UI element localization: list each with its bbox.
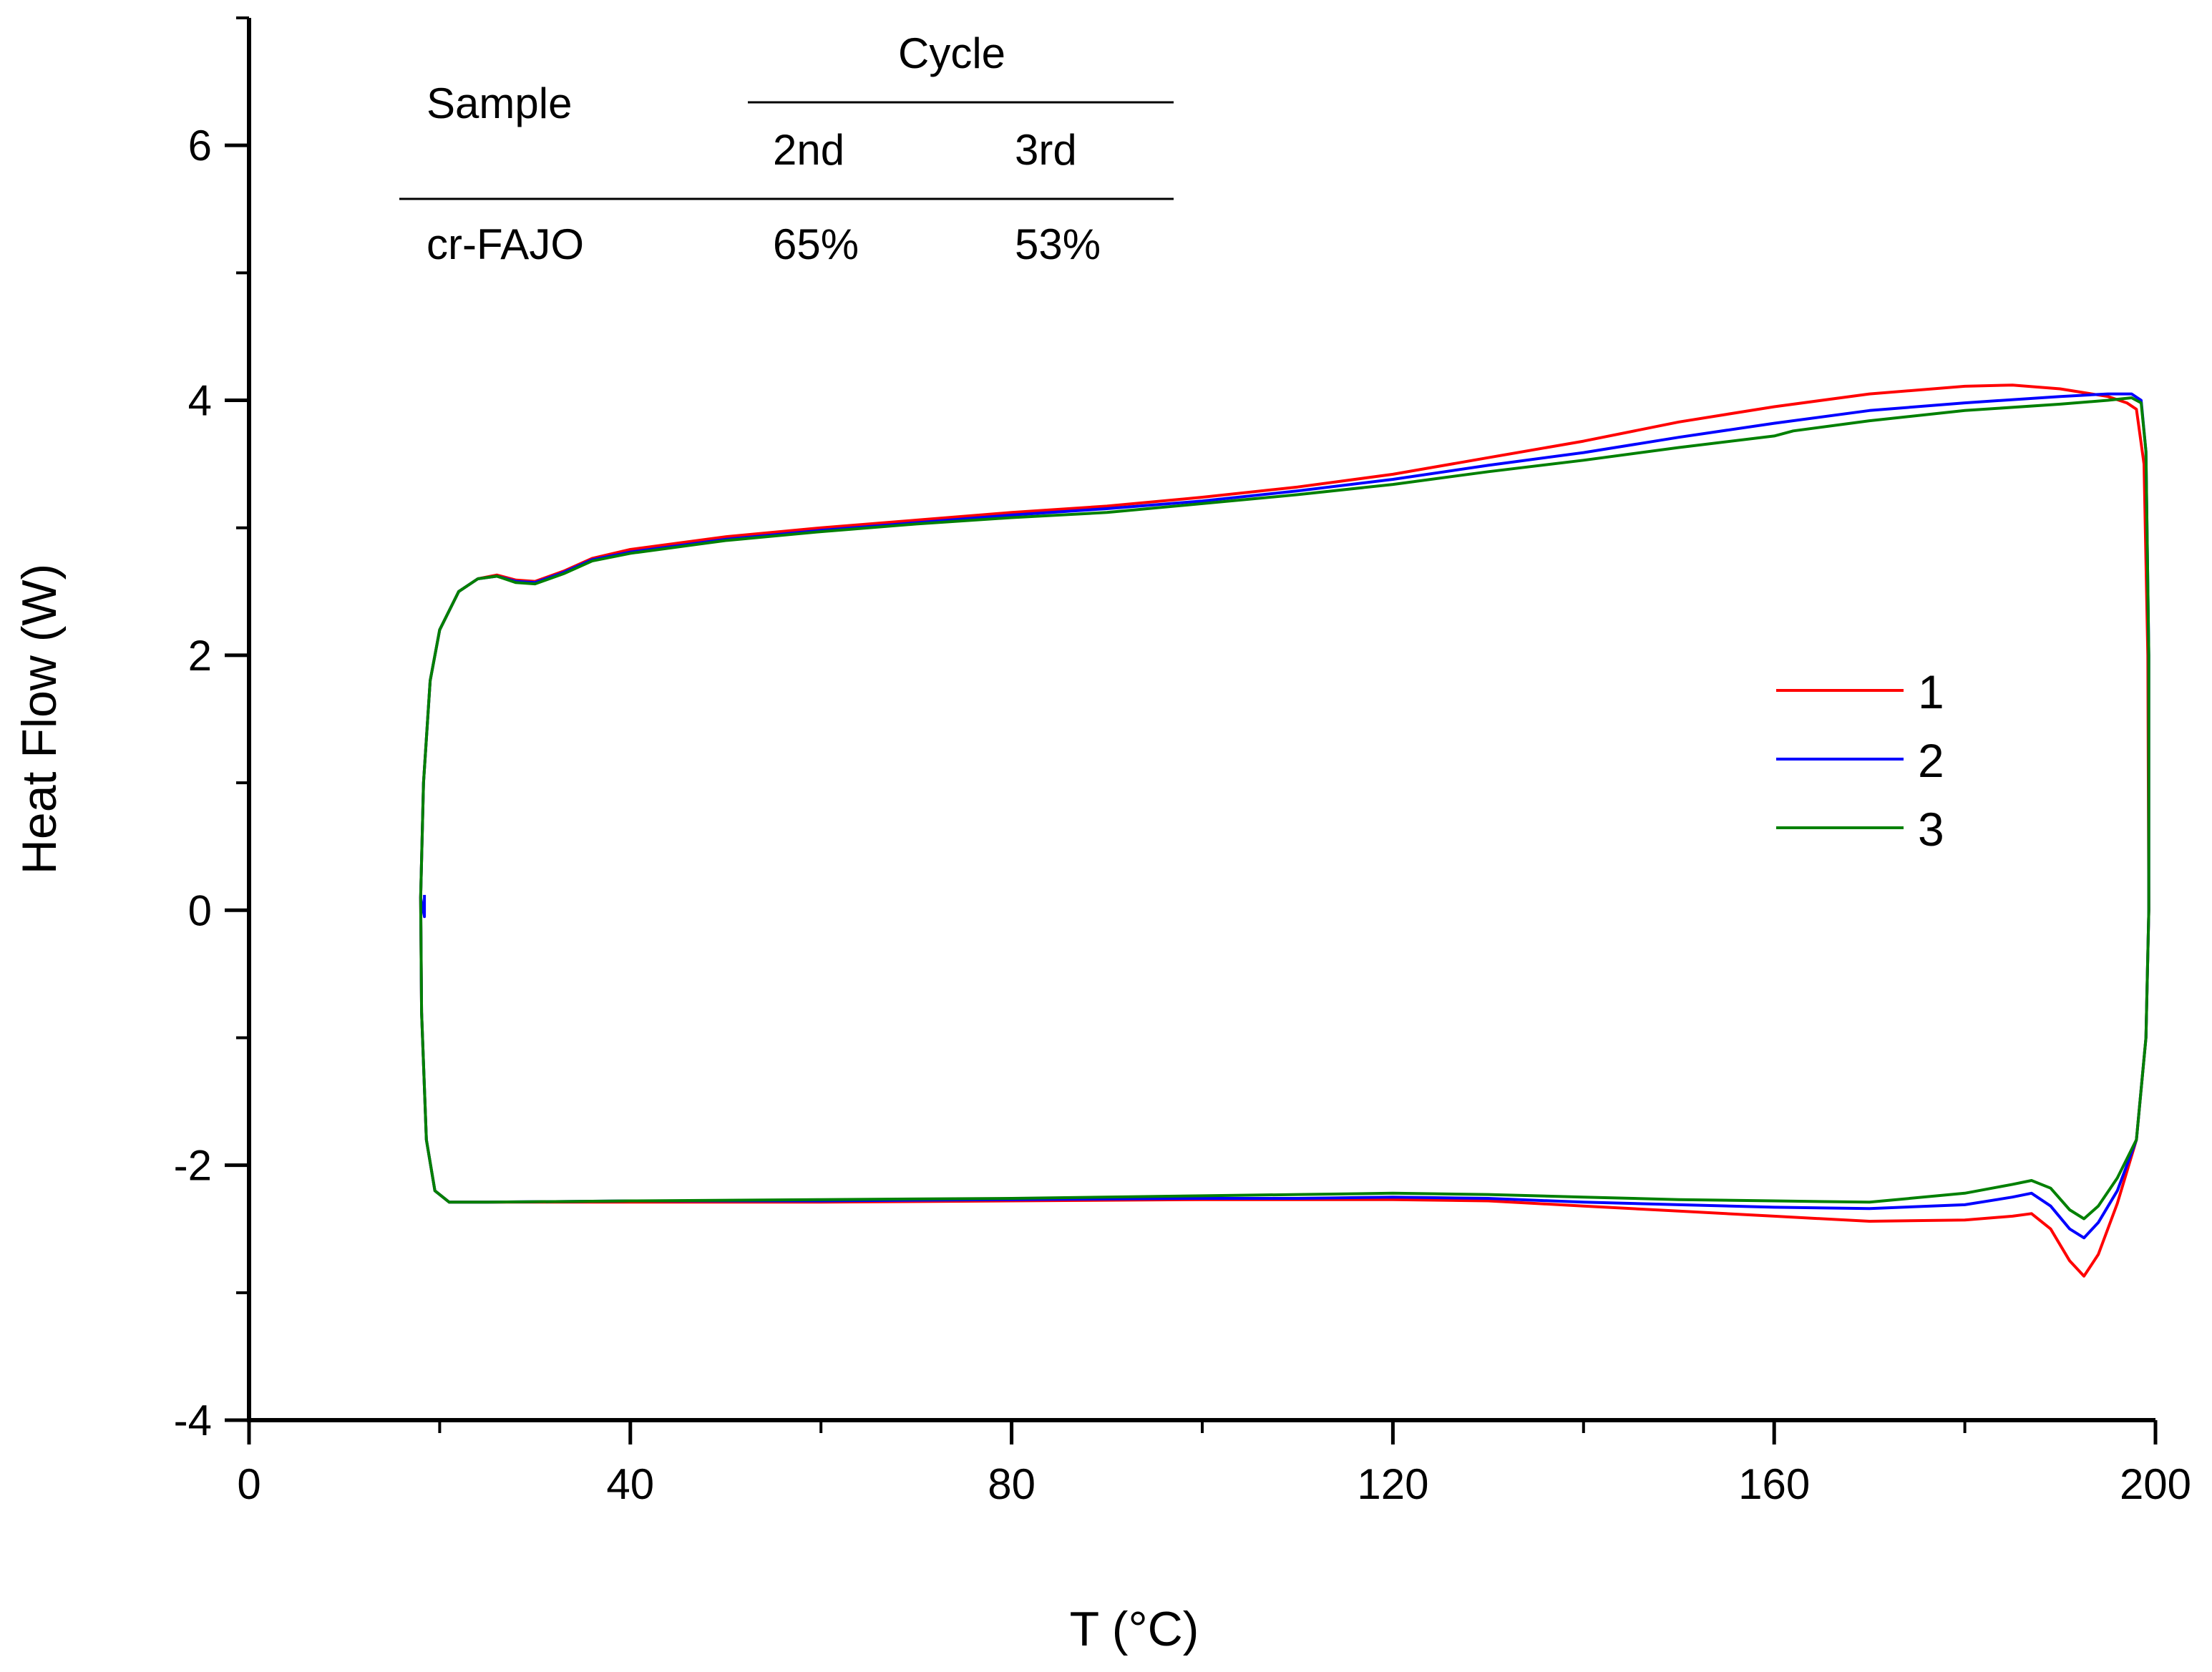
table-cell-sample: cr-FAJO	[427, 220, 584, 268]
x-tick-label: 160	[1738, 1460, 1810, 1508]
table-header-3rd: 3rd	[1015, 126, 1077, 174]
x-tick-label: 80	[988, 1460, 1036, 1508]
y-tick-label: -4	[174, 1397, 212, 1444]
ticks: 0 40 80 120 160 200 -4 -2 0 2 4 6	[174, 16, 2191, 1508]
x-tick-label: 40	[606, 1460, 654, 1508]
table-header-sample: Sample	[427, 79, 572, 127]
legend: 1 2 3	[1776, 665, 1944, 856]
y-tick-label: 4	[188, 377, 212, 425]
y-tick-label: -2	[174, 1142, 212, 1190]
table-header-cycle: Cycle	[898, 29, 1005, 77]
y-tick-label: 2	[188, 632, 212, 680]
y-tick-label: 0	[188, 886, 212, 934]
x-axis-title: T (°C)	[1070, 1602, 1199, 1656]
x-tick-label: 120	[1357, 1460, 1428, 1508]
table-header-2nd: 2nd	[773, 126, 844, 174]
series-line-3	[419, 396, 2150, 1221]
y-tick-label: 6	[188, 122, 212, 170]
series-layer	[419, 383, 2150, 1278]
y-axis-title: Heat Flow (W)	[12, 564, 67, 874]
table-cell-2nd: 65%	[773, 220, 859, 268]
x-tick-label: 0	[237, 1460, 260, 1508]
legend-label-3: 3	[1918, 803, 1944, 856]
legend-label-2: 2	[1918, 734, 1944, 787]
inset-table: Sample Cycle 2nd 3rd cr-FAJO 65% 53%	[399, 29, 1174, 268]
x-tick-label: 200	[2120, 1460, 2191, 1508]
legend-label-1: 1	[1918, 665, 1944, 718]
table-cell-3rd: 53%	[1015, 220, 1101, 268]
